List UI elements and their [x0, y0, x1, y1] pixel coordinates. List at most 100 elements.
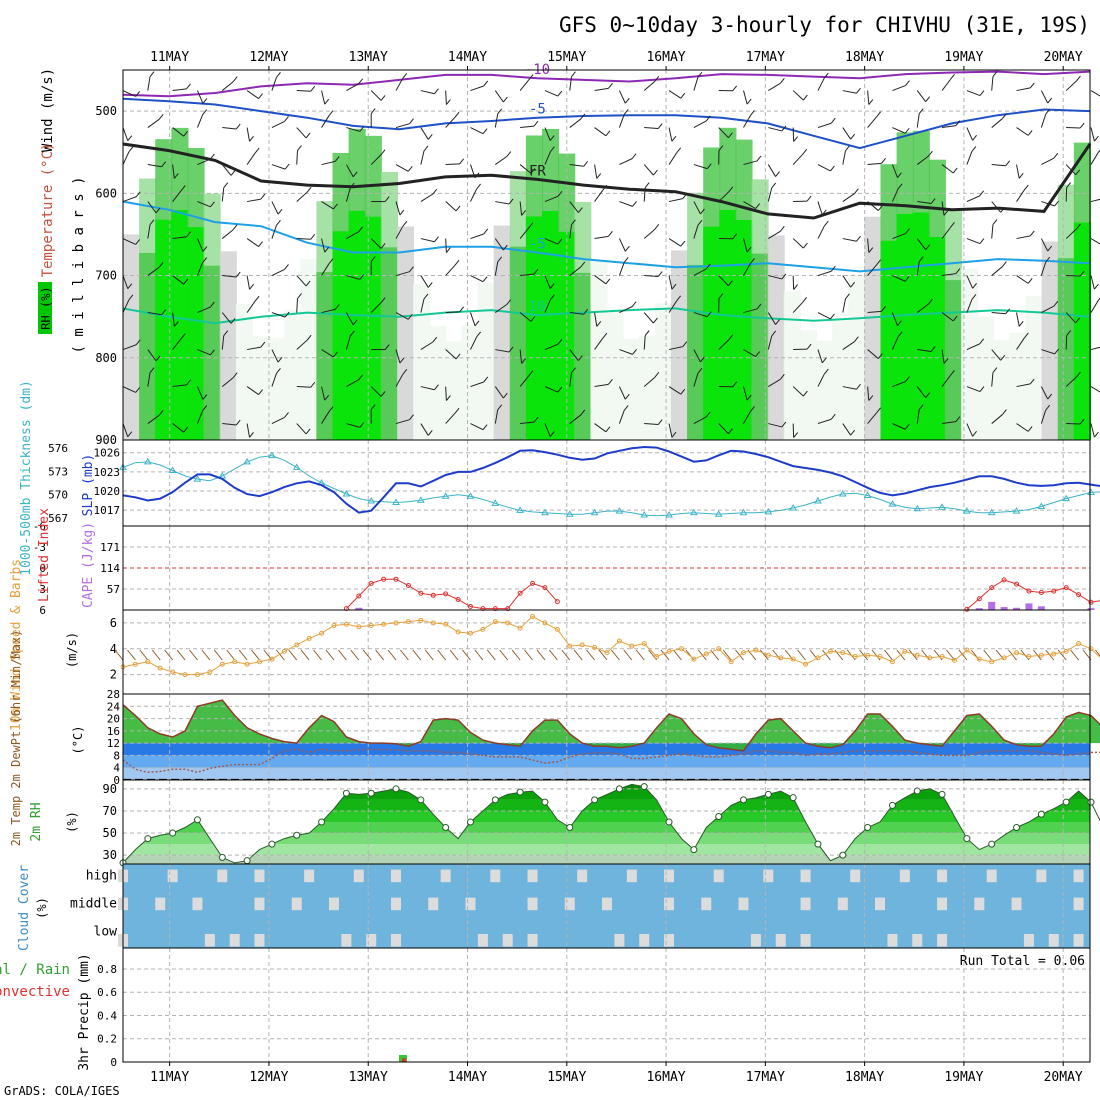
wind-barb [246, 300, 256, 313]
wind-barb [395, 201, 401, 216]
wind-barb-flag [158, 262, 164, 268]
wind-barb-flag [806, 343, 812, 350]
wind-barb [1090, 300, 1099, 313]
wind-barb [172, 88, 187, 92]
surface-wind-barb [275, 649, 285, 661]
wind-speed-marker [728, 659, 734, 665]
wind-barb [1041, 201, 1055, 207]
rh-marker [169, 829, 177, 837]
wind-barb [495, 304, 508, 313]
rh-fill-group [123, 784, 1090, 864]
wind-barb-flag [930, 346, 936, 352]
rh-shade-column [445, 341, 463, 440]
wind-barb [991, 414, 1003, 424]
rh-marker [144, 835, 152, 843]
wind-barb-flag [631, 153, 637, 159]
wind-barb-flag [654, 76, 660, 82]
wind-barb-flag [830, 265, 836, 272]
wind-barb-flag [930, 198, 936, 204]
cloud-cell [664, 897, 675, 911]
wind-barb [817, 201, 823, 216]
wind-barb [395, 374, 404, 387]
date-label-bottom: 18MAY [845, 1070, 884, 1085]
wind-barb [147, 118, 160, 128]
wind-barb-flag [992, 219, 998, 225]
date-label-bottom: 11MAY [150, 1070, 189, 1085]
wind-barb-flag [925, 96, 931, 103]
cloud-cell [614, 934, 625, 947]
wind-barb-flag [925, 392, 931, 399]
wind-barb [172, 423, 184, 433]
rh-shade-column [864, 216, 882, 440]
wind-speed-marker [145, 659, 151, 665]
wind-speed-marker [951, 657, 957, 663]
wind-barb [519, 375, 530, 387]
rh-shade-column [493, 225, 511, 440]
wind-barb-flag [502, 392, 508, 399]
wind-barb-flag [427, 430, 433, 436]
wind-barb [867, 238, 870, 253]
wind-barb [296, 275, 307, 287]
wind-barb [693, 312, 708, 318]
wind-barb-flag [521, 358, 526, 364]
surface-wind-barb [325, 649, 335, 661]
wind-speed-marker [964, 647, 970, 653]
wind-barb-flag [876, 259, 881, 266]
rh-shade-core [928, 236, 946, 440]
wind-barb [618, 386, 626, 400]
wind-barb [172, 384, 187, 388]
wind-barb-flag [1076, 75, 1081, 82]
wind-barb-flag [580, 409, 586, 416]
wind-barb-flag [1023, 332, 1029, 339]
wind-barb-flag [260, 341, 266, 348]
wind-speed-marker [852, 654, 858, 660]
wind-barb [842, 298, 846, 313]
wind-barb-flag [149, 367, 155, 374]
wind-barb [916, 409, 920, 424]
wind-barb-flag [972, 283, 977, 289]
wind-barb-flag [407, 166, 413, 172]
wind-barb [494, 261, 499, 276]
wind-barb-flag [276, 220, 281, 226]
wind-barb [445, 116, 456, 128]
wind-barb [271, 77, 277, 91]
cloud-cell [1011, 897, 1022, 911]
wind-barb-flag [1000, 206, 1006, 213]
wind-barb [842, 423, 852, 436]
pressure-tick-label: 800 [95, 351, 117, 365]
temp-tick-label: 4 [113, 762, 120, 775]
rh-shade-column [477, 282, 495, 440]
cloud-cell [391, 934, 402, 947]
wind-barb [1016, 164, 1020, 179]
wind-barb [172, 275, 184, 285]
wind-barb-flag [482, 128, 488, 135]
wind-barb [842, 90, 857, 94]
rh-marker [367, 789, 375, 797]
wind-barb-flag [158, 410, 164, 416]
wind-barb-flag [979, 386, 985, 392]
wind-barb [668, 152, 678, 165]
wind-barb [346, 231, 359, 239]
wind-barb-flag [1029, 378, 1035, 385]
wind-barb-flag [161, 309, 167, 316]
surface-wind-barb [486, 649, 496, 661]
wind-barb [196, 262, 204, 276]
wind-barb [1040, 262, 1047, 276]
wind-barb-flag [521, 210, 526, 216]
thickness-marker [193, 475, 202, 482]
date-label-top: 12MAY [249, 50, 288, 65]
wind-barb [1040, 114, 1047, 128]
surface-wind-barb [375, 649, 385, 661]
wind-barb-flag [232, 372, 238, 379]
rh-shade-column [993, 340, 1011, 440]
wind-barb [867, 349, 879, 359]
wind-barb-flag [550, 146, 555, 152]
wind-barb-flag [1002, 113, 1007, 119]
wind-barb [916, 386, 927, 399]
wind-barb [1090, 275, 1095, 290]
wind-barb [370, 90, 382, 101]
wind-speed-marker [939, 654, 945, 660]
wind-barb-flag [459, 158, 465, 165]
wind-barb [891, 312, 898, 326]
thickness-marker [565, 510, 574, 517]
